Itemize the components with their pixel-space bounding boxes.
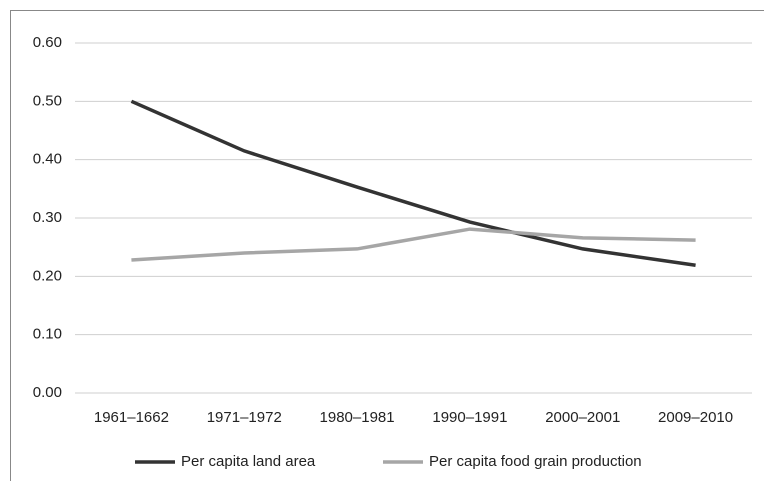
x-tick-label: 1961–1662: [94, 409, 169, 426]
legend-label: Per capita food grain production: [429, 453, 642, 470]
x-tick-label: 2000–2001: [545, 409, 620, 426]
y-tick-label: 0.30: [33, 209, 62, 226]
y-tick-label: 0.20: [33, 267, 62, 284]
chart-frame: [10, 10, 764, 481]
data-line: [131, 227, 696, 262]
y-tick-label: 0.60: [33, 34, 62, 51]
y-tick-label: 0.40: [33, 151, 62, 168]
legend-label: Per capita land area: [181, 453, 316, 470]
y-tick-label: 0.10: [33, 326, 62, 343]
y-tick-label: 0.00: [33, 384, 62, 401]
x-tick-label: 1971–1972: [207, 409, 282, 426]
data-line: [130, 99, 696, 267]
x-tick-label: 1990–1991: [432, 409, 507, 426]
x-tick-label: 2009–2010: [658, 409, 733, 426]
x-tick-label: 1980–1981: [320, 409, 395, 426]
y-tick-label: 0.50: [33, 92, 62, 109]
